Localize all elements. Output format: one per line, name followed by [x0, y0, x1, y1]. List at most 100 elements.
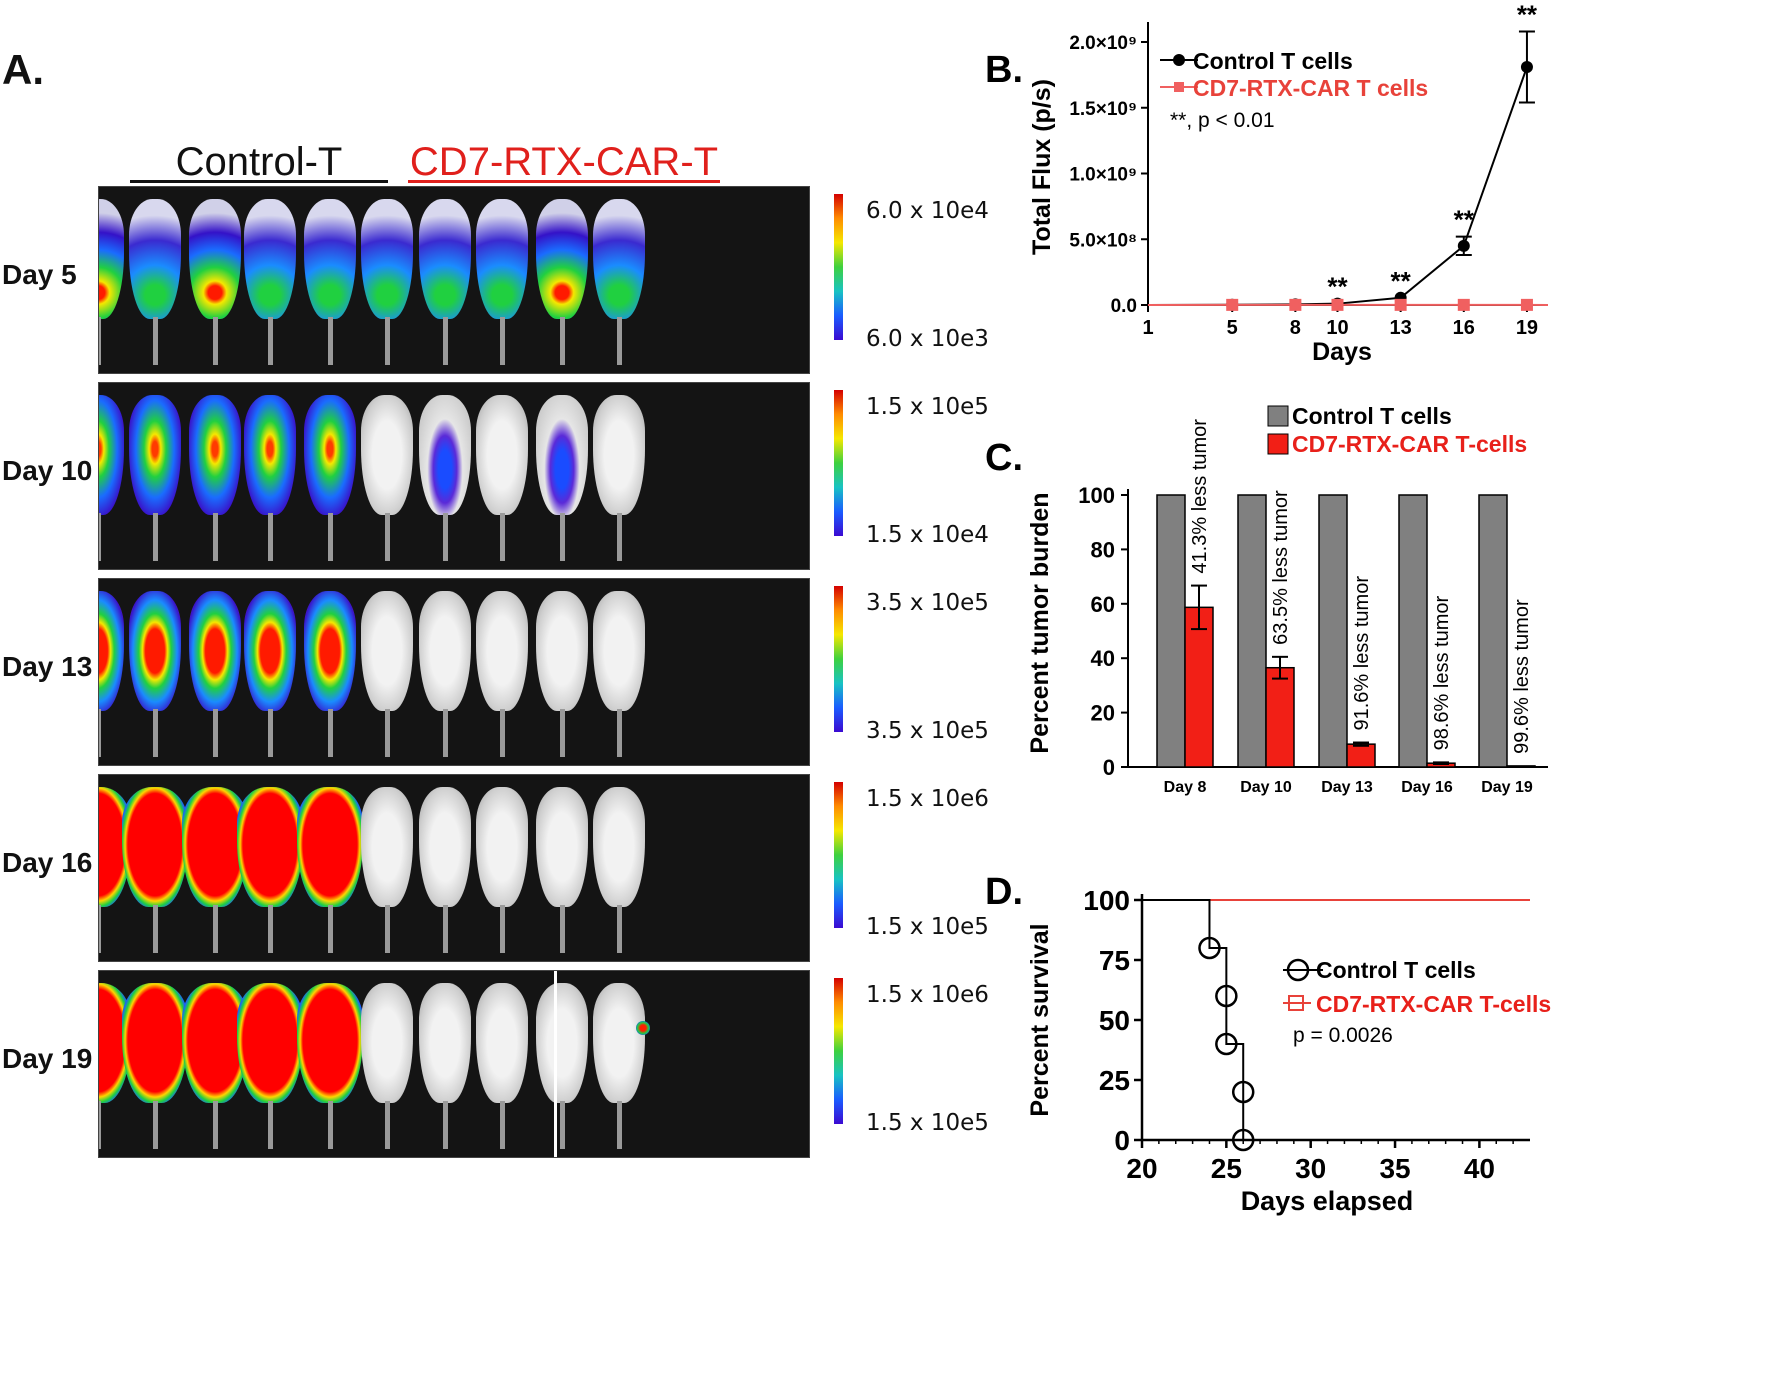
- mouse-tail: [328, 513, 333, 561]
- b-y-tick-label: 1.0×10⁹: [1069, 165, 1137, 186]
- mouse-tail: [385, 709, 390, 757]
- mouse-tail: [153, 1101, 158, 1149]
- image-separator: [554, 971, 557, 1157]
- mouse-tail: [385, 513, 390, 561]
- legend-c-car-swatch: [1267, 433, 1289, 455]
- b-control-point: [1520, 60, 1533, 73]
- d-control-marker: [1231, 1080, 1255, 1104]
- panel-b-letter: B.: [985, 49, 1023, 91]
- imaging-row: [98, 186, 810, 374]
- b-car-point: [1331, 298, 1344, 311]
- day-label: Day 19: [2, 1043, 93, 1074]
- mouse-image: [593, 395, 645, 515]
- c-bar-car: [1184, 606, 1214, 768]
- b-x-tick-label: 13: [1390, 317, 1412, 339]
- c-bar-annotation: 63.5% less tumor: [1270, 490, 1292, 645]
- scale-max-label: 1.5 x 10e6: [866, 786, 989, 812]
- legend-d-control-label: Control T cells: [1316, 957, 1476, 983]
- b-car-point: [1520, 298, 1533, 311]
- legend-c-car-label: CD7-RTX-CAR T-cells: [1292, 431, 1527, 457]
- mouse-image: [536, 395, 588, 515]
- day-label: Day 13: [2, 651, 93, 682]
- day-label: Day 5: [2, 259, 77, 290]
- panel-a-letter: A.: [2, 46, 44, 93]
- mouse-tail: [328, 1101, 333, 1149]
- c-bar-annotation: 41.3% less tumor: [1189, 419, 1211, 574]
- mouse-tail: [560, 1101, 565, 1149]
- mouse-image: [419, 983, 471, 1103]
- d-control-marker: [1215, 1032, 1238, 1056]
- mouse-tail: [153, 709, 158, 757]
- scale-max-label: 1.5 x 10e6: [866, 982, 989, 1008]
- c-bar-control: [1237, 494, 1267, 768]
- c-bar-car: [1506, 765, 1536, 768]
- mouse-tail: [268, 1101, 273, 1149]
- b-car-point: [1226, 298, 1239, 311]
- d-control-marker: [1231, 1128, 1255, 1152]
- mouse-tail: [385, 317, 390, 365]
- legend-d-car-label: CD7-RTX-CAR T-cells: [1316, 991, 1551, 1017]
- mouse-tail: [328, 709, 333, 757]
- mouse-tail: [500, 513, 505, 561]
- mouse-image: [129, 591, 181, 711]
- b-x-tick-label: 19: [1516, 317, 1538, 339]
- mouse-image: [122, 787, 188, 907]
- mouse-image: [189, 395, 241, 515]
- d-x-tick-label: 40: [1464, 1153, 1495, 1184]
- scale-min-label: 3.5 x 10e5: [866, 718, 989, 744]
- c-bar-car: [1346, 743, 1376, 768]
- mouse-image: [297, 983, 363, 1103]
- c-x-tick-label: Day 8: [1164, 779, 1207, 796]
- c-y-tick-label: 40: [1091, 646, 1115, 671]
- color-scale-bar: [834, 194, 843, 340]
- bioluminescence-spot: [636, 1021, 650, 1035]
- c-bar-control: [1156, 494, 1186, 768]
- c-bar-annotation: 91.6% less tumor: [1351, 576, 1373, 731]
- mouse-tail: [560, 513, 565, 561]
- scale-max-label: 6.0 x 10e4: [866, 198, 989, 224]
- mouse-image: [244, 591, 296, 711]
- b-x-tick-label: 16: [1453, 317, 1475, 339]
- mouse-image: [593, 787, 645, 907]
- d-y-tick-label: 25: [1099, 1065, 1130, 1096]
- scale-max-label: 1.5 x 10e5: [866, 394, 989, 420]
- mouse-tail: [443, 709, 448, 757]
- mouse-tail: [443, 513, 448, 561]
- mouse-image: [361, 395, 413, 515]
- c-y-tick-label: 60: [1091, 592, 1115, 617]
- legend-d-car-marker: [1288, 995, 1304, 1011]
- mouse-image: [476, 591, 528, 711]
- d-y-tick-label: 0: [1114, 1125, 1130, 1156]
- mouse-image: [419, 591, 471, 711]
- mouse-image: [122, 983, 188, 1103]
- panel-d-annotation: p = 0.0026: [1293, 1024, 1393, 1047]
- c-bar-car: [1265, 666, 1295, 768]
- mouse-tail: [213, 513, 218, 561]
- mouse-image: [129, 199, 181, 319]
- mouse-tail: [99, 317, 101, 365]
- mouse-tail: [268, 709, 273, 757]
- day-label: Day 16: [2, 847, 93, 878]
- mouse-image: [237, 787, 303, 907]
- mouse-tail: [500, 709, 505, 757]
- scale-min-label: 1.5 x 10e5: [866, 914, 989, 940]
- c-x-tick-label: Day 16: [1401, 779, 1453, 796]
- group-underline-control: [130, 180, 388, 183]
- mouse-image: [419, 787, 471, 907]
- mouse-tail: [99, 1101, 101, 1149]
- b-y-tick-label: 1.5×10⁹: [1069, 99, 1137, 120]
- mouse-tail: [268, 905, 273, 953]
- legend-b-control-marker: [1173, 54, 1185, 66]
- mouse-image: [476, 395, 528, 515]
- mouse-tail: [443, 1101, 448, 1149]
- b-significance-mark: **: [1517, 0, 1538, 29]
- mouse-tail: [617, 905, 622, 953]
- mouse-tail: [328, 317, 333, 365]
- mouse-tail: [153, 317, 158, 365]
- mouse-image: [476, 787, 528, 907]
- mouse-tail: [153, 905, 158, 953]
- legend-b-control-label: Control T cells: [1193, 48, 1353, 74]
- c-bar-control: [1398, 494, 1428, 768]
- d-x-tick-label: 25: [1211, 1153, 1242, 1184]
